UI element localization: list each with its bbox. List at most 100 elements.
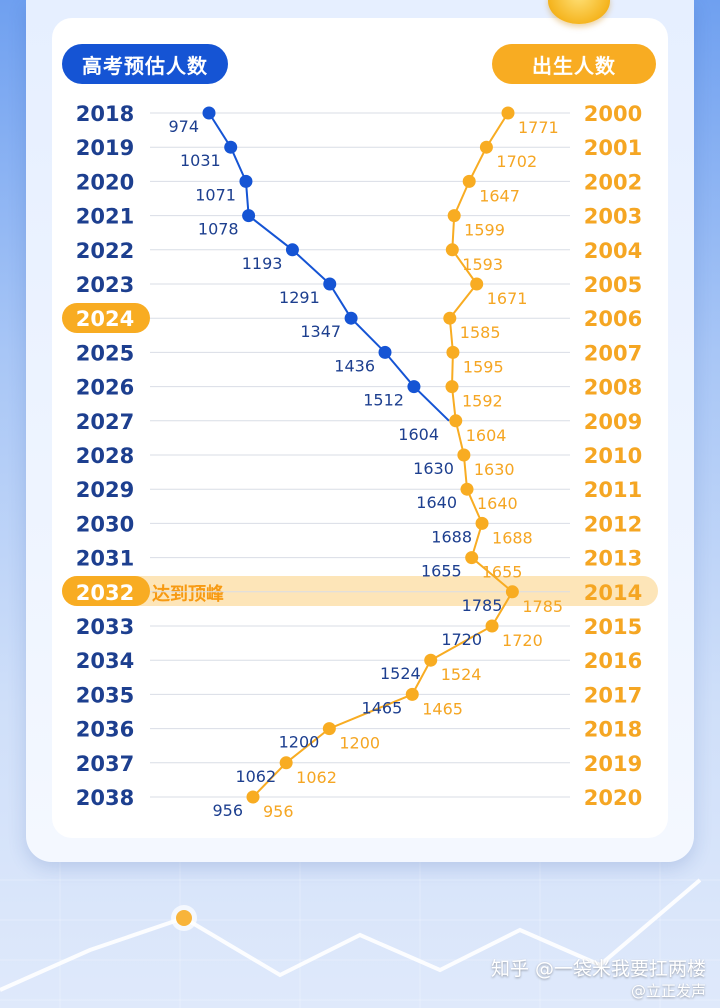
- exam-count-header: 高考预估人数: [62, 44, 228, 84]
- exam-year-label: 2022: [76, 239, 134, 263]
- exam-year-label: 2021: [76, 205, 134, 229]
- exam-value-label: 1512: [363, 391, 404, 410]
- birth-point: [447, 209, 461, 223]
- exam-point: [224, 140, 238, 154]
- birth-point: [446, 345, 460, 359]
- birth-value-label: 1630: [474, 460, 515, 479]
- highlight-pill-2024: [62, 303, 150, 333]
- birth-point: [505, 585, 519, 599]
- exam-value-label: 1436: [334, 356, 375, 375]
- birth-value-label: 1671: [487, 289, 528, 308]
- exam-point: [242, 209, 256, 223]
- birth-value-label: 1524: [441, 665, 482, 684]
- exam-year-label: 2035: [76, 683, 134, 707]
- exam-year-label: 2025: [76, 341, 134, 365]
- exam-value-label: 1688: [431, 527, 472, 546]
- birth-point: [457, 448, 471, 462]
- exam-year-label: 2023: [76, 273, 134, 297]
- birth-point: [322, 722, 336, 736]
- birth-year-label: 2003: [584, 205, 642, 229]
- exam-year-label: 2030: [76, 512, 134, 536]
- exam-year-label: 2031: [76, 547, 134, 571]
- birth-point: [462, 174, 476, 188]
- highlight-pill-2032: [62, 576, 150, 606]
- exam-value-label: 1604: [398, 425, 439, 444]
- exam-year-label: 2036: [76, 718, 134, 742]
- exam-value-label: 974: [168, 117, 199, 136]
- exam-value-label: 1720: [441, 630, 482, 649]
- birth-point: [475, 516, 489, 530]
- exam-year-label: 2032: [76, 581, 134, 605]
- birth-year-label: 2011: [584, 478, 642, 502]
- exam-point: [285, 243, 299, 257]
- exam-series-line: [208, 112, 450, 422]
- birth-point: [465, 551, 479, 565]
- exam-year-label: 2034: [76, 649, 134, 673]
- exam-value-label: 1347: [300, 322, 341, 341]
- birth-point: [470, 277, 484, 291]
- birth-year-label: 2002: [584, 170, 642, 194]
- exam-value-label: 1200: [279, 733, 320, 752]
- birth-value-label: 1595: [463, 357, 504, 376]
- birth-value-label: 1200: [339, 734, 380, 753]
- exam-year-label: 2027: [76, 410, 134, 434]
- exam-year-label: 2024: [76, 307, 134, 331]
- birth-value-label: 1720: [502, 631, 543, 650]
- birth-value-label: 1702: [496, 152, 537, 171]
- birth-value-label: 956: [263, 802, 294, 821]
- exam-point: [344, 311, 358, 325]
- birth-year-label: 2000: [584, 102, 642, 126]
- birth-point: [485, 619, 499, 633]
- exam-value-label: 1465: [362, 698, 403, 717]
- birth-value-label: 1592: [462, 392, 503, 411]
- exam-point: [239, 174, 253, 188]
- birth-value-label: 1465: [422, 699, 463, 718]
- exam-value-label: 1524: [380, 664, 421, 683]
- exam-point: [378, 345, 392, 359]
- exam-year-label: 2019: [76, 136, 134, 160]
- birth-point: [449, 414, 463, 428]
- birth-point: [460, 482, 474, 496]
- birth-point: [445, 243, 459, 257]
- birth-year-label: 2005: [584, 273, 642, 297]
- watermark-line1: 知乎 @一袋米我要扛两楼: [490, 958, 706, 980]
- exam-year-label: 2026: [76, 376, 134, 400]
- birth-point: [501, 106, 515, 120]
- birth-year-label: 2020: [584, 786, 642, 810]
- exam-point: [323, 277, 337, 291]
- exam-year-label: 2028: [76, 444, 134, 468]
- birth-count-header: 出生人数: [492, 44, 656, 84]
- exam-value-label: 1078: [198, 220, 239, 239]
- exam-year-label: 2033: [76, 615, 134, 639]
- birth-year-label: 2016: [584, 649, 642, 673]
- birth-value-label: 1688: [492, 528, 533, 547]
- exam-value-label: 1291: [279, 288, 320, 307]
- exam-value-label: 956: [212, 801, 243, 820]
- exam-value-label: 1062: [235, 767, 276, 786]
- birth-value-label: 1593: [462, 255, 503, 274]
- exam-value-label: 1193: [242, 254, 283, 273]
- exam-point: [407, 380, 421, 394]
- peak-label: 达到顶峰: [152, 584, 224, 605]
- birth-value-label: 1647: [479, 186, 520, 205]
- exam-value-label: 1655: [421, 562, 462, 581]
- birth-value-label: 1785: [522, 597, 563, 616]
- birth-point: [279, 756, 293, 770]
- exam-value-label: 1031: [180, 151, 221, 170]
- exam-value-label: 1630: [413, 459, 454, 478]
- birth-year-label: 2004: [584, 239, 642, 263]
- birth-year-label: 2007: [584, 341, 642, 365]
- birth-year-label: 2019: [584, 752, 642, 776]
- watermark-line2: @立正发声: [630, 982, 706, 1000]
- exam-year-label: 2020: [76, 170, 134, 194]
- birth-point: [443, 311, 457, 325]
- birth-point: [246, 790, 260, 804]
- exam-year-label: 2037: [76, 752, 134, 776]
- exam-value-label: 1640: [416, 493, 457, 512]
- birth-point: [424, 653, 438, 667]
- exam-year-label: 2029: [76, 478, 134, 502]
- birth-year-label: 2017: [584, 683, 642, 707]
- birth-year-label: 2008: [584, 376, 642, 400]
- birth-year-label: 2014: [584, 581, 642, 605]
